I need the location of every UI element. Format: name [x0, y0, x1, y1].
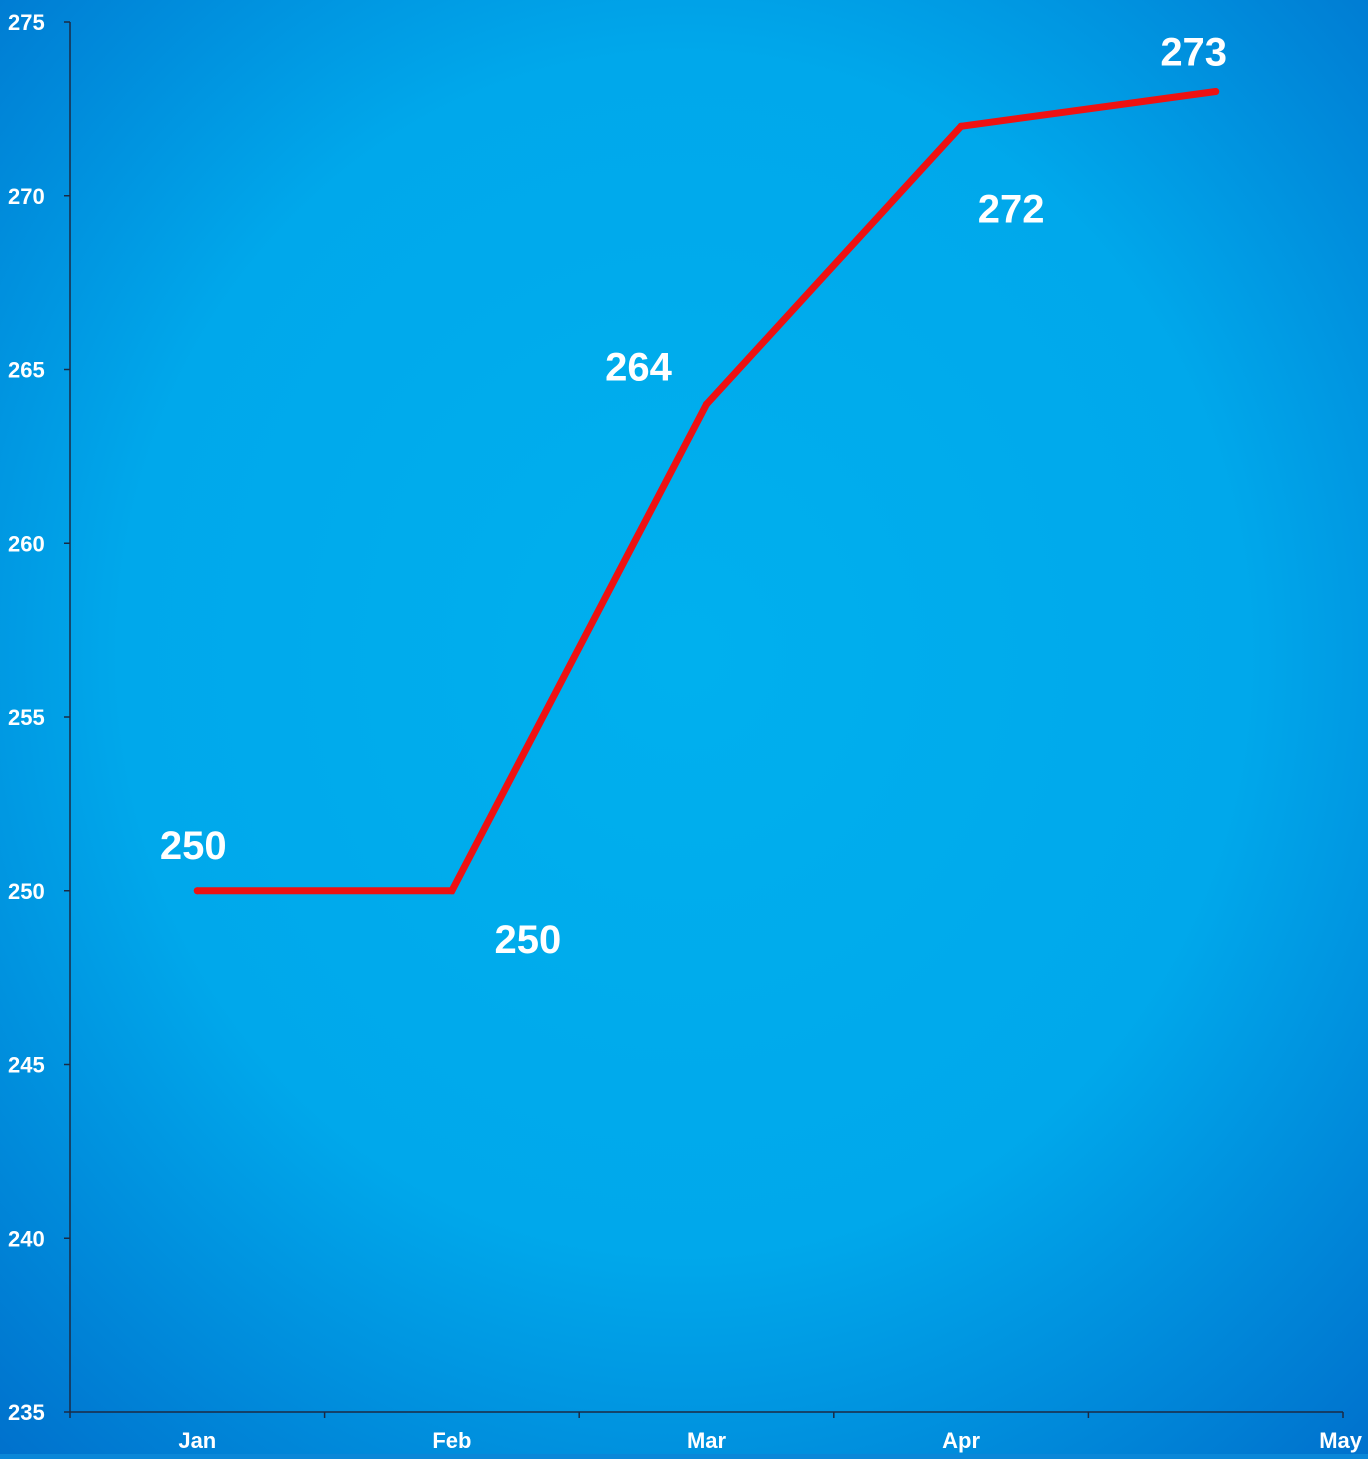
y-tick-label: 250: [8, 879, 45, 904]
y-tick-label: 270: [8, 184, 45, 209]
data-label: 250: [160, 824, 227, 868]
x-tick-label: May: [1319, 1428, 1363, 1453]
axes: 235 240 245 250 255 260 265 270 275 Jan Feb Mar Apr M…: [8, 10, 1363, 1453]
y-tick-label: 235: [8, 1400, 45, 1425]
x-tick-label: Jan: [178, 1428, 216, 1453]
y-tick-label: 255: [8, 705, 45, 730]
x-tick-label: Apr: [942, 1428, 980, 1453]
data-point: [448, 887, 456, 895]
x-tick-label: Feb: [432, 1428, 471, 1453]
y-tick-label: 240: [8, 1226, 45, 1251]
data-point: [1212, 88, 1220, 95]
data-point: [957, 122, 965, 130]
y-tick-label: 265: [8, 358, 45, 383]
data-label: 272: [978, 187, 1045, 231]
data-label: 273: [1160, 31, 1227, 75]
x-tick-label: Mar: [687, 1428, 727, 1453]
y-tick-label: 260: [8, 531, 45, 556]
data-point: [193, 887, 201, 895]
series-layer: [193, 88, 1220, 895]
data-point: [703, 400, 710, 408]
y-tick-label: 245: [8, 1053, 45, 1078]
data-labels: 250 250 264 272 273: [160, 31, 1227, 962]
data-label: 264: [605, 345, 672, 389]
data-label: 250: [495, 918, 562, 962]
y-tick-label: 275: [8, 10, 45, 35]
